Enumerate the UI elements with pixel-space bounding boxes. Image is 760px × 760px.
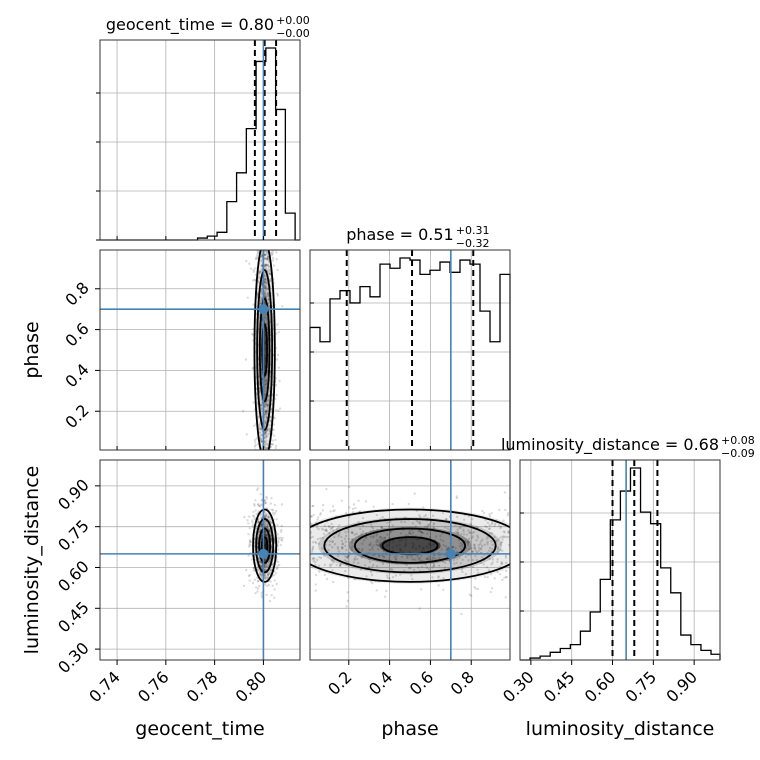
contour-phase-luminosity_distance-2 (353, 527, 467, 564)
panel-frame-phase-luminosity_distance (309, 459, 511, 661)
panel-title-minus-phase: −0.32 (456, 237, 490, 250)
contour-geocent_time-phase-2 (258, 297, 271, 403)
truth-point-geocent_time-luminosity_distance (258, 548, 269, 559)
density-geocent_time-luminosity_distance (242, 487, 284, 603)
ticks-layer (95, 92, 695, 665)
truth-point-phase-luminosity_distance (445, 548, 456, 559)
xtick-label-geocent_time-1: 0.76 (134, 667, 173, 706)
ytick-label-luminosity_distance-3: 0.75 (54, 516, 93, 555)
xtick-label-geocent_time-0: 0.74 (85, 667, 124, 706)
xlabel-luminosity_distance: luminosity_distance (526, 718, 715, 740)
ytick-label-phase-2: 0.6 (61, 319, 92, 350)
ytick-label-phase-0: 0.2 (61, 401, 92, 432)
ytick-label-luminosity_distance-0: 0.30 (54, 639, 93, 678)
contour-geocent_time-phase-0 (253, 250, 276, 450)
contour-geocent_time-phase-3 (261, 323, 268, 377)
panel-frame-luminosity_distance (519, 459, 721, 661)
ytick-label-phase-1: 0.4 (61, 360, 92, 391)
xtick-label-luminosity_distance-4: 0.90 (662, 667, 701, 706)
ytick-label-luminosity_distance-1: 0.45 (54, 598, 93, 637)
xlabel-phase: phase (381, 718, 438, 740)
xtick-label-luminosity_distance-1: 0.45 (540, 667, 579, 706)
panel-frame-geocent_time-luminosity_distance (99, 459, 301, 661)
panel-title-minus-geocent_time: −0.00 (276, 27, 310, 40)
xtick-label-luminosity_distance-2: 0.60 (581, 667, 620, 706)
ytick-label-luminosity_distance-2: 0.60 (54, 557, 93, 596)
truth-point-geocent_time-phase (258, 304, 269, 315)
ytick-label-luminosity_distance-4: 0.90 (54, 475, 93, 514)
panel-frame-geocent_time-phase (99, 249, 301, 451)
marks-layer (100, 40, 721, 661)
xtick-label-phase-2: 0.6 (406, 667, 437, 698)
panel-frame-geocent_time (99, 39, 301, 241)
contour-geocent_time-phase-1 (256, 269, 274, 431)
panel-title-plus-phase: +0.31 (456, 224, 490, 237)
histogram-luminosity_distance (520, 467, 721, 661)
xtick-label-luminosity_distance-3: 0.75 (622, 667, 661, 706)
panel-title-luminosity_distance: luminosity_distance = 0.68 (501, 435, 719, 455)
panel-title-plus-geocent_time: +0.00 (276, 14, 310, 27)
frames-layer (99, 39, 721, 661)
contour-phase-luminosity_distance-1 (323, 518, 497, 574)
panel-frame-phase (309, 249, 511, 451)
density-geocent_time-phase (241, 250, 284, 450)
xtick-label-phase-3: 0.8 (447, 667, 478, 698)
xtick-label-luminosity_distance-0: 0.30 (499, 667, 538, 706)
panel-title-geocent_time: geocent_time = 0.80 (106, 15, 274, 35)
xlabel-geocent_time: geocent_time (135, 718, 264, 740)
panel-title-plus-luminosity_distance: +0.08 (721, 434, 755, 447)
panel-title-minus-luminosity_distance: −0.09 (721, 447, 755, 460)
density-level-3 (379, 536, 441, 556)
xtick-label-geocent_time-2: 0.78 (183, 667, 222, 706)
panel-title-phase: phase = 0.51 (346, 225, 453, 244)
xtick-label-phase-1: 0.4 (365, 667, 396, 698)
histogram-geocent_time (100, 47, 300, 241)
ylabel-luminosity_distance: luminosity_distance (21, 466, 43, 655)
text-layer: geocent_time = 0.80 +0.00−0.00 phase = 0.5… (21, 14, 755, 740)
density-layer (241, 250, 510, 616)
density-phase-luminosity_distance (310, 485, 510, 616)
contour-geocent_time-luminosity_distance-1 (255, 518, 275, 574)
xtick-label-geocent_time-3: 0.80 (232, 667, 271, 706)
histogram-phase (309, 257, 511, 450)
grid-layer (100, 40, 720, 660)
ytick-label-phase-3: 0.8 (61, 278, 92, 309)
contour-phase-luminosity_distance-0 (310, 508, 510, 583)
ylabel-phase: phase (21, 321, 43, 378)
contour-geocent_time-luminosity_distance-0 (252, 508, 278, 583)
contour-geocent_time-luminosity_distance-2 (258, 527, 272, 564)
xtick-label-phase-0: 0.2 (324, 667, 355, 698)
